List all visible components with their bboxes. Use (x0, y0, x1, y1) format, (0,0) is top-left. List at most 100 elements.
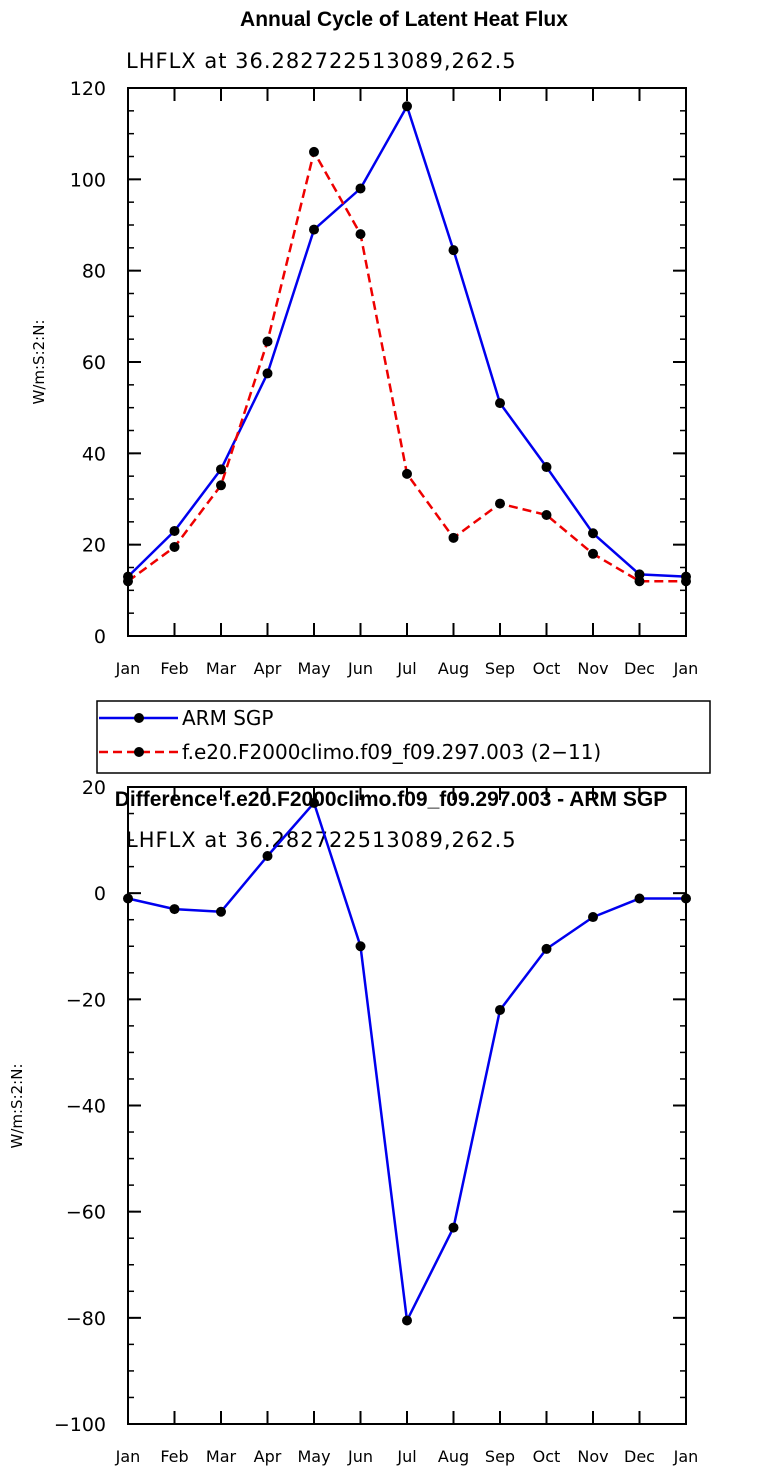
legend: ARM SGP f.e20.F2000climo.f09_f09.297.003… (96, 700, 711, 774)
series-line-1 (127, 801, 686, 1322)
x-tick-label: Aug (438, 659, 469, 678)
plot-axes: 0 20 40 60 80 100 120 Jan Feb Mar Apr May Jun Jul Aug S… (70, 78, 699, 678)
x-tick-label: Jul (396, 659, 416, 678)
y-tick-label: 0 (94, 883, 106, 905)
x-tick-label: Jul (396, 1447, 416, 1466)
data-point-series-1 (634, 569, 645, 580)
data-point-series-2 (495, 498, 505, 509)
legend-box (96, 700, 711, 774)
plot-frame (127, 786, 687, 1425)
data-point-series-2 (681, 576, 691, 587)
annual-cycle-chart: Annual Cycle of Latent Heat Flux LHFLX a… (30, 8, 698, 678)
data-point-series-1 (355, 941, 366, 952)
x-tick-label: Jun (347, 659, 373, 678)
x-tick-label: Jun (347, 1447, 373, 1466)
x-tick-label: Dec (624, 1447, 655, 1466)
x-tick-label: Apr (254, 1447, 282, 1466)
data-point-series-2 (355, 229, 366, 240)
x-tick-label: Apr (254, 659, 282, 678)
data-point-series-2 (216, 480, 226, 491)
data-point-series-1 (355, 183, 366, 194)
legend-label-series-1: ARM SGP (182, 706, 273, 730)
data-point-series-2 (402, 468, 412, 479)
data-point-series-1 (681, 893, 691, 904)
y-tick-label: 20 (82, 535, 106, 557)
data-point-series-2 (123, 576, 133, 587)
x-tick-label: Nov (577, 1447, 608, 1466)
plot-marks (123, 101, 691, 587)
y-axis-label: W/m:S:2:N: (30, 320, 48, 405)
data-point-series-1 (541, 462, 552, 473)
data-point-series-2 (634, 576, 645, 587)
data-point-series-1 (309, 797, 319, 808)
plot-marks (123, 797, 691, 1326)
y-tick-label: 0 (94, 626, 106, 648)
data-point-series-1 (169, 525, 180, 536)
y-tick-label: 40 (82, 443, 106, 465)
y-tick-label: −60 (66, 1202, 106, 1224)
y-tick-label: 80 (82, 261, 106, 283)
data-point-series-1 (541, 943, 552, 954)
x-tick-label: Feb (160, 659, 188, 678)
plot-axes: −100 −80 −60 −40 −20 0 20 Jan Feb Mar Apr May Jun Jul… (54, 777, 699, 1466)
x-tick-label: Mar (206, 659, 237, 678)
y-tick-label: −100 (54, 1414, 106, 1436)
data-point-series-2 (309, 146, 319, 157)
data-point-series-1 (216, 906, 226, 917)
x-tick-label: Aug (438, 1447, 469, 1466)
data-point-series-1 (448, 245, 459, 256)
data-point-series-1 (448, 1222, 459, 1233)
data-point-series-1 (123, 893, 133, 904)
data-point-series-1 (402, 1315, 412, 1326)
series-line-2 (127, 150, 686, 583)
x-tick-label: Jan (673, 659, 699, 678)
data-point-series-1 (495, 1004, 505, 1015)
data-point-series-1 (495, 398, 505, 409)
chart-title: Difference f.e20.F2000climo.f09_f09.297.… (115, 788, 667, 811)
chart-subtitle: LHFLX at 36.282722513089,262.5 (126, 49, 517, 73)
plot-frame (127, 87, 687, 637)
legend-label-series-2: f.e20.F2000climo.f09_f09.297.003 (2−11) (182, 740, 601, 764)
data-point-series-1 (169, 904, 180, 915)
x-tick-label: Dec (624, 659, 655, 678)
y-tick-label: −80 (66, 1308, 106, 1330)
data-point-series-1 (309, 224, 319, 235)
y-tick-label: −40 (66, 1096, 106, 1118)
x-tick-label: Oct (533, 659, 561, 678)
chart-subtitle: LHFLX at 36.282722513089,262.5 (126, 828, 517, 852)
x-tick-label: Jan (115, 1447, 141, 1466)
data-point-series-2 (448, 532, 459, 543)
data-point-series-2 (262, 336, 273, 347)
x-tick-label: Mar (206, 1447, 237, 1466)
y-tick-label: 100 (70, 169, 106, 191)
x-tick-label: Jan (115, 659, 141, 678)
data-point-series-1 (262, 851, 273, 862)
x-tick-label: Oct (533, 1447, 561, 1466)
data-point-series-2 (169, 541, 180, 552)
data-point-series-2 (541, 509, 552, 520)
y-tick-label: 20 (82, 777, 106, 799)
x-tick-label: Feb (160, 1447, 188, 1466)
data-point-series-1 (588, 912, 598, 923)
data-point-series-1 (634, 893, 645, 904)
data-point-series-1 (262, 368, 273, 379)
data-point-series-2 (588, 548, 598, 559)
y-tick-label: 60 (82, 352, 106, 374)
x-tick-label: May (297, 1447, 330, 1466)
legend-marker-series-1 (134, 713, 144, 723)
x-tick-label: Nov (577, 659, 608, 678)
difference-chart: Difference f.e20.F2000climo.f09_f09.297.… (8, 777, 698, 1466)
x-tick-label: Jan (673, 1447, 699, 1466)
series-line-1 (127, 105, 687, 578)
x-tick-label: May (297, 659, 330, 678)
y-tick-label: −20 (66, 989, 106, 1011)
x-tick-label: Sep (485, 659, 515, 678)
y-tick-label: 120 (70, 78, 106, 100)
data-point-series-1 (402, 101, 412, 112)
y-axis-label: W/m:S:2:N: (8, 1064, 26, 1149)
data-point-series-1 (216, 464, 226, 475)
x-tick-label: Sep (485, 1447, 515, 1466)
legend-marker-series-2 (134, 747, 144, 757)
chart-title: Annual Cycle of Latent Heat Flux (240, 8, 568, 31)
